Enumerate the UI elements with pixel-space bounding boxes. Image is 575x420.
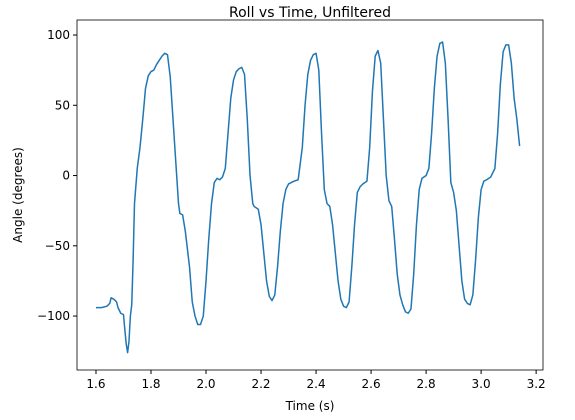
y-tick-label: 50 — [55, 98, 70, 112]
x-tick-label: 3.2 — [527, 377, 546, 391]
x-tick-label: 2.8 — [417, 377, 436, 391]
x-tick-label: 2.2 — [251, 377, 270, 391]
y-tick-label: −50 — [45, 239, 70, 253]
x-tick-label: 2.6 — [362, 377, 381, 391]
y-tick-label: −100 — [37, 309, 70, 323]
plot-frame — [76, 19, 544, 371]
x-tick-label: 1.6 — [86, 377, 105, 391]
x-tick-label: 1.8 — [141, 377, 160, 391]
x-tick-label: 2.4 — [307, 377, 326, 391]
x-tick-label: 2.0 — [196, 377, 215, 391]
y-tick-label: 100 — [47, 28, 70, 42]
data-line — [95, 41, 521, 354]
x-axis-label: Time (s) — [285, 399, 335, 413]
x-tick-label: 3.0 — [472, 377, 491, 391]
y-tick-label: 0 — [62, 169, 70, 183]
y-axis-label: Angle (degrees) — [11, 147, 25, 243]
chart-title: Roll vs Time, Unfiltered — [229, 5, 391, 21]
